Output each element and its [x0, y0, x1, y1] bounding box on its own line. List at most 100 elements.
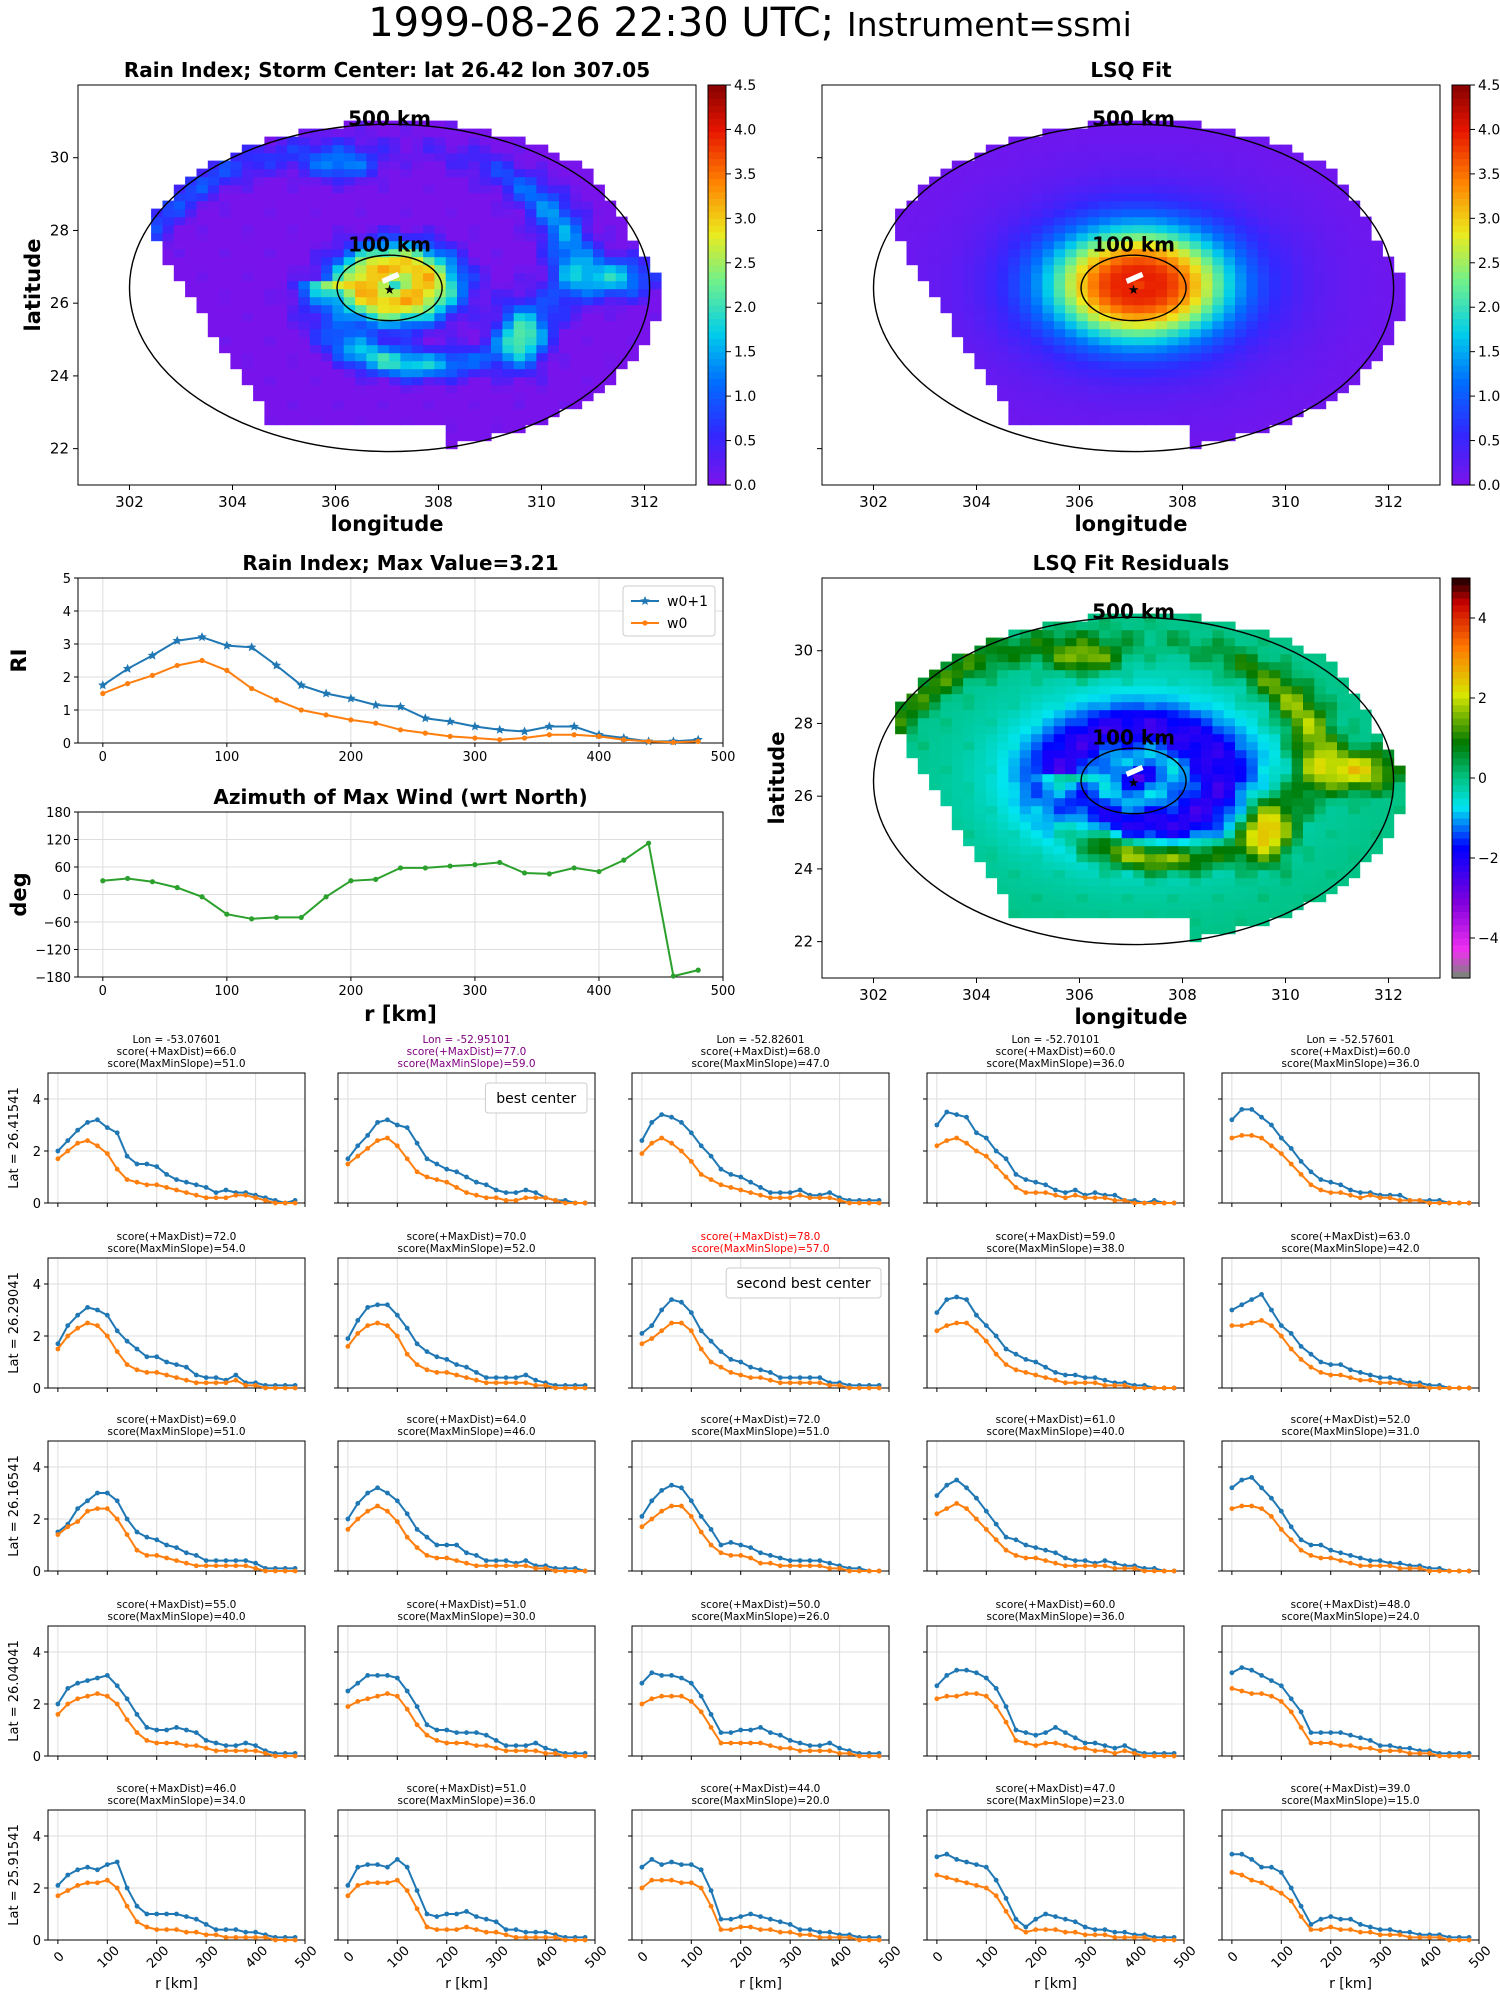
map-cell	[974, 336, 987, 346]
map-cell	[1348, 773, 1361, 783]
map-cell	[1257, 408, 1270, 418]
map-cell	[411, 360, 424, 370]
map-cell	[1099, 661, 1111, 671]
map-cell	[1053, 861, 1066, 871]
colorbar-segment	[1452, 864, 1470, 872]
map-cell	[1303, 733, 1315, 743]
map-cell	[1178, 749, 1191, 759]
map-cell	[1178, 741, 1191, 751]
colorbar-segment	[1452, 924, 1470, 932]
colorbar-segment	[1452, 831, 1470, 839]
map-cell	[1246, 685, 1259, 695]
map-cell	[1053, 789, 1066, 799]
colorbar-segment	[1452, 145, 1470, 153]
map-cell	[974, 200, 987, 210]
data-point	[1112, 1198, 1118, 1203]
colorbar-segment	[1452, 724, 1470, 732]
map-cell	[502, 280, 515, 290]
map-cell	[491, 232, 503, 242]
map-cell	[366, 360, 379, 370]
data-point	[55, 1341, 61, 1347]
map-cell	[1031, 629, 1043, 639]
map-cell	[389, 128, 401, 138]
map-cell	[917, 272, 930, 282]
map-cell	[309, 152, 322, 162]
map-cell	[343, 280, 356, 290]
map-cell	[1167, 344, 1179, 354]
map-cell	[1269, 781, 1281, 791]
map-cell	[1053, 160, 1066, 170]
map-cell	[196, 192, 209, 202]
map-cell	[1144, 717, 1157, 727]
map-cell	[1087, 773, 1100, 783]
map-cell	[963, 789, 975, 799]
map-cell	[1235, 629, 1247, 639]
map-cell	[638, 328, 651, 338]
map-cell	[1110, 384, 1123, 394]
map-cell	[1155, 829, 1168, 839]
map-cell	[1269, 909, 1281, 919]
map-cell	[162, 240, 175, 250]
map-cell	[536, 400, 549, 410]
map-cell	[1099, 677, 1111, 687]
map-cell	[1031, 344, 1043, 354]
map-cell	[974, 805, 987, 815]
map-cell	[1087, 272, 1100, 282]
map-cell	[559, 376, 571, 386]
map-cell	[1371, 344, 1383, 354]
map-cell	[298, 136, 311, 146]
colorbar-segment	[708, 478, 726, 486]
map-cell	[1144, 272, 1157, 282]
legend-label: w0+1	[667, 594, 708, 610]
map-cell	[1291, 160, 1304, 170]
data-point	[934, 1122, 940, 1128]
map-cell	[1121, 232, 1134, 242]
map-cell	[321, 264, 333, 274]
map-cell	[895, 216, 907, 226]
map-cell	[1314, 701, 1327, 711]
map-cell	[1110, 184, 1123, 194]
map-cell	[343, 240, 356, 250]
map-cell	[1223, 432, 1236, 442]
map-cell	[929, 264, 941, 274]
data-point	[444, 1166, 450, 1172]
map-cell	[468, 168, 481, 178]
map-cell	[974, 813, 987, 823]
map-cell	[1076, 869, 1089, 879]
map-cell	[627, 352, 639, 362]
map-cell	[457, 240, 469, 250]
map-cell	[1189, 661, 1202, 671]
map-cell	[1110, 176, 1123, 186]
map-cell	[1246, 677, 1259, 687]
map-cell	[940, 304, 953, 314]
map-cell	[1008, 264, 1021, 274]
map-cell	[411, 176, 424, 186]
map-cell	[1042, 773, 1055, 783]
map-cell	[1269, 144, 1281, 154]
data-point	[1043, 1190, 1049, 1195]
colorbar-tick-label: 2.0	[1478, 300, 1500, 316]
map-cell	[445, 120, 458, 130]
map-cell	[951, 733, 964, 743]
map-cell	[264, 152, 277, 162]
map-cell	[1325, 376, 1338, 386]
map-cell	[974, 837, 987, 847]
map-cell	[997, 200, 1009, 210]
map-cell	[1019, 304, 1032, 314]
map-cell	[1246, 885, 1259, 895]
data-point	[104, 1125, 110, 1130]
data-point	[365, 1146, 371, 1151]
map-cell	[1178, 312, 1191, 322]
map-cell	[1178, 208, 1191, 218]
map-cell	[298, 216, 311, 226]
data-point	[1328, 1179, 1334, 1185]
map-cell	[906, 248, 919, 258]
map-cell	[1269, 232, 1281, 242]
map-cell	[411, 376, 424, 386]
map-cell	[377, 384, 390, 394]
map-cell	[525, 392, 537, 402]
map-cell	[423, 376, 435, 386]
map-cell	[581, 336, 594, 346]
map-cell	[570, 208, 583, 218]
map-cell	[502, 272, 515, 282]
